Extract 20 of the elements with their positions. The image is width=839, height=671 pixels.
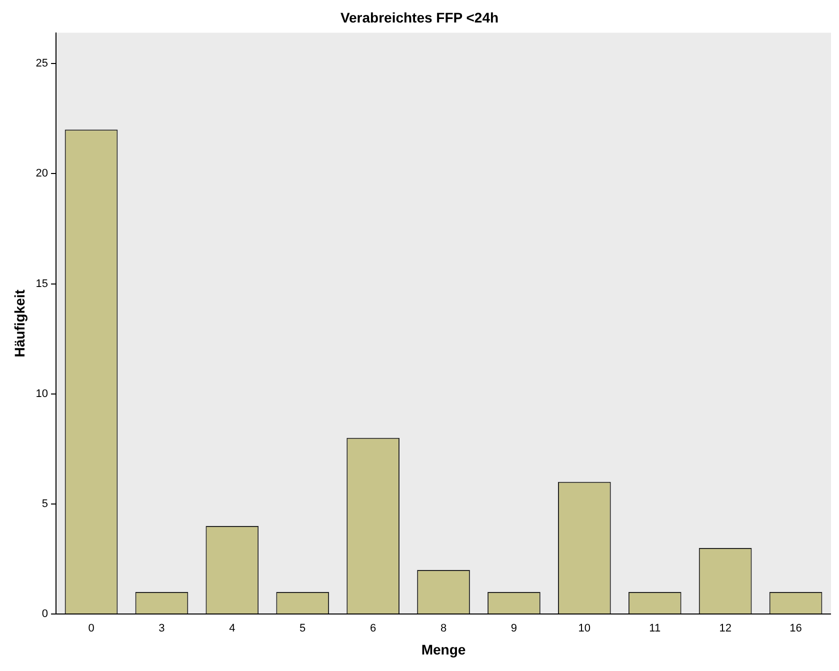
x-tick-label: 10 (578, 622, 591, 635)
y-tick-label: 25 (36, 58, 48, 70)
x-tick-label: 12 (719, 622, 732, 635)
x-tick-label: 5 (300, 622, 306, 635)
x-tick-label: 0 (88, 622, 94, 635)
x-tick-label: 3 (158, 622, 165, 635)
x-tick-label: 9 (510, 622, 518, 635)
x-tick-label: 16 (790, 622, 802, 635)
y-axis-title: Häufigkeit (11, 289, 28, 358)
y-tick-label: 5 (42, 498, 48, 510)
x-tick-label: 4 (229, 622, 236, 635)
y-tick-label: 0 (42, 608, 48, 620)
x-tick-label: 6 (370, 622, 376, 635)
y-tick-label: 10 (36, 388, 48, 400)
x-tick-label: 8 (440, 622, 447, 635)
y-tick-label: 20 (36, 168, 48, 180)
x-tick-label: 11 (649, 622, 661, 635)
x-axis-title: Menge (421, 641, 466, 658)
y-tick-label: 15 (36, 278, 48, 290)
chart-title: Verabreichtes FFP <24h (340, 9, 499, 26)
